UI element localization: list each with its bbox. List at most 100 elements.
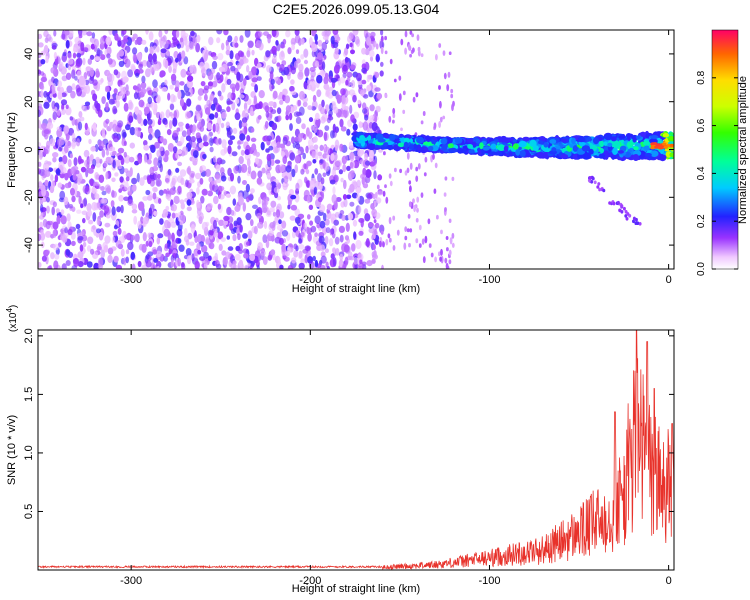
spectrogram-cell xyxy=(278,219,282,225)
spectrogram-cell xyxy=(166,194,172,201)
spectrogram-cell xyxy=(105,156,112,164)
spectrogram-cell xyxy=(121,70,127,80)
spectrogram-cell xyxy=(159,70,166,77)
spectrogram-cell xyxy=(145,68,151,78)
spectrogram-cell xyxy=(247,40,254,48)
spectrogram-cell xyxy=(55,109,61,116)
spectrogram-cell xyxy=(43,129,50,135)
spectrogram-cell xyxy=(238,94,245,99)
spectrogram-cell xyxy=(409,30,413,35)
spectrogram-cell xyxy=(220,237,226,243)
spectrogram-cell xyxy=(407,43,411,51)
spectrogram-cell xyxy=(283,175,289,184)
spectrogram-cell xyxy=(417,163,421,170)
spectrogram-cell xyxy=(153,59,158,65)
spectrogram-cell xyxy=(367,222,374,227)
spectrogram-cell xyxy=(409,53,412,58)
spectrogram-cell xyxy=(136,52,143,62)
y-tick-label: 0.5 xyxy=(23,504,35,519)
spectrogram-cell xyxy=(179,169,187,177)
spectrogram-cell xyxy=(611,136,617,142)
spectrogram-cell xyxy=(82,57,86,66)
spectrogram-cell xyxy=(170,221,177,228)
spectrogram-cell xyxy=(226,78,232,85)
spectrogram-cell xyxy=(336,36,341,41)
spectrogram-cell xyxy=(428,145,434,152)
spectrogram-cell xyxy=(571,137,576,144)
snr-y-ticks: 0.51.01.52.0 xyxy=(23,328,674,519)
spectrogram-cell xyxy=(389,180,393,187)
spectrogram-cell xyxy=(291,257,297,264)
spectrogram-cell xyxy=(158,146,164,152)
spectrogram-cell xyxy=(317,129,324,138)
spectrogram-cell xyxy=(369,115,375,120)
spectrogram-cell xyxy=(364,152,368,161)
spectrogram-cell xyxy=(291,230,296,239)
spectrogram-cell xyxy=(124,181,129,191)
spectrogram-cell xyxy=(125,249,130,255)
spectrogram-cell xyxy=(172,130,179,137)
spectrogram-cell xyxy=(200,81,206,87)
spectrogram-cell xyxy=(203,134,208,143)
spectrogram-cell xyxy=(268,145,274,151)
spectrogram-cell xyxy=(77,121,83,131)
spectrogram-cell xyxy=(403,242,407,250)
spectrogram-cell xyxy=(79,244,84,252)
spectrogram-cell xyxy=(321,61,326,71)
spectrogram-cell xyxy=(165,109,171,119)
spectrogram-cell xyxy=(252,204,258,209)
spectrogram-cell xyxy=(142,216,149,225)
spectrogram-cell xyxy=(242,180,247,185)
spectrogram-cell xyxy=(211,60,218,70)
spectrogram-cell xyxy=(158,189,164,196)
spectrogram-cell xyxy=(616,200,620,205)
spectrogram-cell xyxy=(75,63,81,68)
spectrogram-cell xyxy=(350,171,355,179)
spectrogram-cell xyxy=(536,151,545,159)
spectrogram-cell xyxy=(392,119,395,124)
spectrogram-cell xyxy=(214,179,218,186)
spectrogram-cell xyxy=(143,144,150,151)
spectrogram-cell xyxy=(217,231,224,240)
spectrogram-cell xyxy=(417,49,421,57)
spectrogram-cell xyxy=(311,43,318,52)
spectrogram-cell xyxy=(592,137,600,145)
spectrogram-cell xyxy=(327,30,332,36)
spectrogram-cell xyxy=(56,215,61,225)
spectrogram-cell xyxy=(234,35,239,43)
spectrogram-cell xyxy=(357,253,364,261)
spectrogram-cell xyxy=(452,100,455,107)
spectrogram-cell xyxy=(67,52,72,59)
snr-multiplier-close: ) xyxy=(8,305,19,308)
colorbar: 0.00.20.40.60.8 Normalized spectral ampl… xyxy=(696,29,749,276)
spectrogram-cell xyxy=(112,230,118,237)
spectrogram-cell xyxy=(168,120,173,130)
spectrogram-cell xyxy=(168,55,174,64)
spectrogram-cell xyxy=(626,141,634,148)
spectrogram-cell xyxy=(73,257,79,268)
spectrogram-cell xyxy=(245,212,252,221)
spectrogram-cell xyxy=(166,221,171,229)
spectrogram-cell xyxy=(93,181,100,187)
spectrogram-cell xyxy=(503,145,509,153)
spectrogram-cell xyxy=(141,60,148,67)
spectrogram-cell xyxy=(183,235,190,243)
spectrogram-cell xyxy=(65,104,69,110)
y-tick-label: 2.0 xyxy=(23,328,35,343)
spectrogram-cell xyxy=(626,212,630,216)
spectrogram-cell xyxy=(53,30,57,37)
spectrogram-cell xyxy=(204,51,208,61)
y-tick-label: 40 xyxy=(23,48,35,60)
spectrogram-cell xyxy=(91,201,98,211)
spectrogram-cell xyxy=(316,74,323,84)
spectrogram-cell xyxy=(560,138,568,143)
spectrogram-cell xyxy=(221,175,227,182)
spectrogram-cell xyxy=(153,157,159,167)
spectrogram-cell xyxy=(624,214,628,218)
spectrogram-cell xyxy=(373,170,377,180)
spectrogram-cell xyxy=(398,75,402,81)
spectrogram-cell xyxy=(446,247,449,252)
spectrogram-cell xyxy=(71,140,76,150)
spectrogram-cell xyxy=(71,83,76,91)
spectrogram-cell xyxy=(230,228,236,235)
